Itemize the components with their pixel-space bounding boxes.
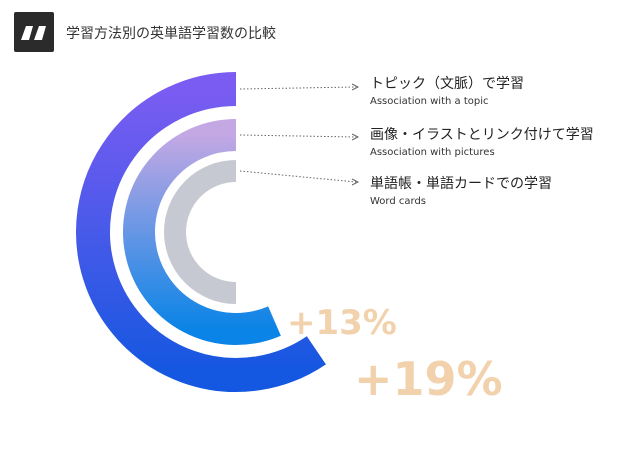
legend-label-en: Association with a topic	[370, 96, 489, 107]
legend-label-ja: 画像・イラストとリンク付けて学習	[370, 127, 594, 143]
legend-label-en: Word cards	[370, 196, 427, 207]
leader-line-2	[239, 170, 357, 183]
leader-arrow-0	[351, 83, 360, 91]
ring-bar-2	[164, 160, 237, 304]
page-title: 学習方法別の英単語学習数の比較	[66, 26, 276, 42]
leader-arrow-2	[351, 178, 360, 186]
ring-bar-1	[123, 119, 281, 345]
leader-line-1	[239, 134, 357, 138]
ring-bar-0	[76, 72, 326, 392]
legend-item-topic: トピック（文脈）で学習 Association with a topic	[370, 75, 524, 109]
legend-label-en: Association with pictures	[370, 147, 495, 158]
leader-line-0	[239, 86, 357, 90]
legend-item-word-cards: 単語帳・単語カードでの学習 Word cards	[370, 175, 552, 209]
pct-label-topic: +19%	[354, 352, 503, 406]
quote-icon	[14, 12, 54, 52]
leader-arrow-1	[351, 133, 360, 141]
legend-label-ja: トピック（文脈）で学習	[370, 76, 524, 92]
legend-label-ja: 単語帳・単語カードでの学習	[370, 176, 552, 192]
pct-label-pictures: +13%	[287, 303, 397, 343]
legend-item-pictures: 画像・イラストとリンク付けて学習 Association with pictur…	[370, 126, 594, 160]
